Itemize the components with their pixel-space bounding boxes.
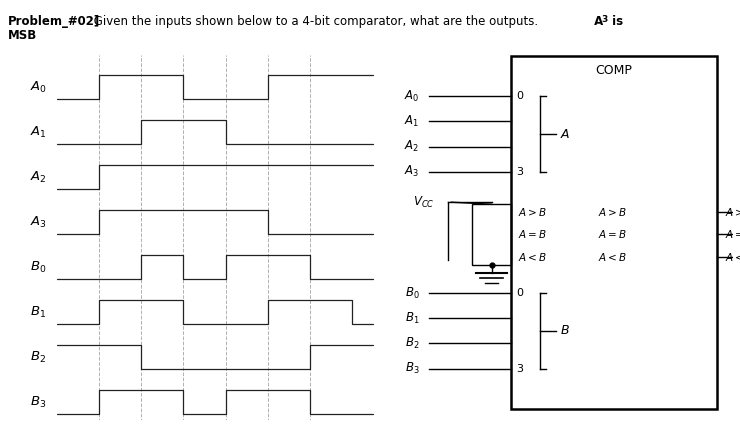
Text: $A_2$: $A_2$ <box>30 170 47 185</box>
Text: $A_1$: $A_1$ <box>405 114 420 129</box>
Text: A: A <box>590 15 603 28</box>
Text: COMP: COMP <box>596 64 633 77</box>
Text: $B_1$: $B_1$ <box>30 305 46 320</box>
Text: Given the inputs shown below to a 4-bit comparator, what are the outputs.: Given the inputs shown below to a 4-bit … <box>90 15 538 28</box>
Text: $B_2$: $B_2$ <box>405 336 420 351</box>
Text: $A_0$: $A_0$ <box>30 80 47 95</box>
Text: $A$: $A$ <box>560 127 571 141</box>
Text: $B_2$: $B_2$ <box>30 350 46 365</box>
Text: $B_0$: $B_0$ <box>405 285 420 300</box>
Text: $A_1$: $A_1$ <box>30 125 47 140</box>
Text: $A=B$: $A=B$ <box>724 228 740 240</box>
Text: $A>B$: $A>B$ <box>517 206 546 218</box>
Text: $B_3$: $B_3$ <box>30 395 46 410</box>
Text: $A>B$: $A>B$ <box>724 206 740 218</box>
Text: MSB: MSB <box>8 29 37 42</box>
Bar <box>511 56 717 409</box>
Text: $V_{CC}$: $V_{CC}$ <box>413 194 435 210</box>
Text: 0: 0 <box>516 288 523 298</box>
Text: $A=B$: $A=B$ <box>517 228 546 240</box>
Text: Problem_#02]: Problem_#02] <box>8 15 100 28</box>
Text: 3: 3 <box>601 15 608 24</box>
Text: $A<B$: $A<B$ <box>598 251 627 263</box>
Text: $B_3$: $B_3$ <box>405 361 420 376</box>
Text: $B_0$: $B_0$ <box>30 260 46 275</box>
Bar <box>472 204 511 265</box>
Text: $A_3$: $A_3$ <box>404 164 420 180</box>
Text: $A<B$: $A<B$ <box>517 251 546 263</box>
Text: $A_3$: $A_3$ <box>30 215 47 230</box>
Text: 3: 3 <box>516 167 523 177</box>
Text: $A=B$: $A=B$ <box>598 228 627 240</box>
Text: 3: 3 <box>516 363 523 374</box>
Text: $A>B$: $A>B$ <box>598 206 627 218</box>
Text: $A<B$: $A<B$ <box>724 251 740 263</box>
Text: $A_0$: $A_0$ <box>404 89 420 104</box>
Text: is: is <box>608 15 623 28</box>
Text: $B$: $B$ <box>560 324 570 337</box>
Text: $B_1$: $B_1$ <box>405 311 420 326</box>
Text: $A_2$: $A_2$ <box>405 139 420 154</box>
Text: 0: 0 <box>516 91 523 101</box>
